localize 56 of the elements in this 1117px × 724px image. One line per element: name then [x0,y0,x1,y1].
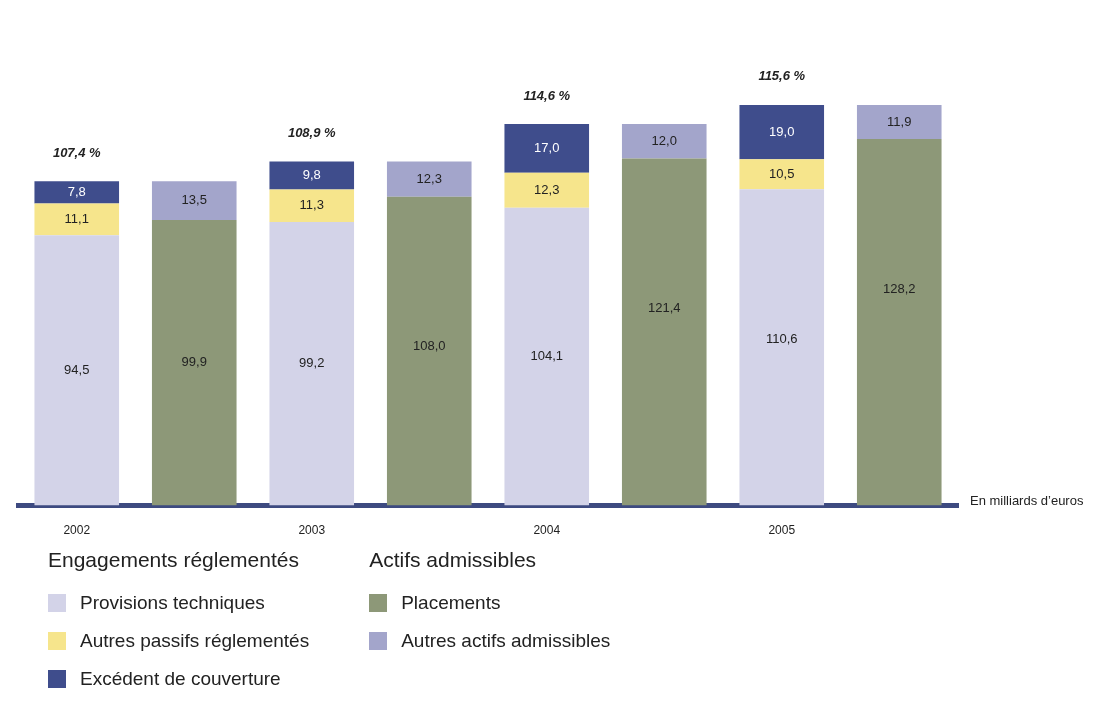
bar [386,161,472,197]
data-label: 12,3 [534,181,560,197]
data-label: 110,6 [765,330,798,346]
bar [269,221,355,506]
bar [386,196,472,506]
data-label: 12,0 [651,132,677,148]
bar [504,207,590,506]
text: En milliards d’euros [970,493,1084,509]
text: 114,6 % [523,87,571,103]
data-label: 94,5 [64,362,90,378]
data-label: 17,0 [534,139,560,155]
text: 115,6 % [758,68,806,84]
data-label: 121,4 [647,299,681,315]
bar [151,181,237,220]
legend-label: Provisions techniques [79,592,266,614]
bar [739,159,825,190]
bar [269,161,355,190]
data-label: 11,3 [299,197,324,213]
data-label: 13,5 [181,192,207,208]
bar [856,104,942,139]
bar [34,235,120,506]
bar [151,219,237,506]
bar [504,124,590,173]
data-label: 128,2 [882,280,916,296]
bar [504,172,590,208]
data-label: 12,3 [416,170,442,186]
data-label: 19,0 [769,123,795,139]
bar [34,181,120,204]
text: Actifs admissibles [369,548,537,571]
legend-label: Placements [400,592,502,614]
data-label: 99,2 [299,355,325,371]
data-label: 10,5 [769,165,795,181]
legend-label: Excédent de couverture [79,668,282,690]
bar [34,203,120,236]
data-label: 11,9 [887,113,912,129]
legend-label: Autres actifs admissibles [400,630,611,652]
legend-label: Autres passifs réglementés [79,630,310,652]
x-tick-label: 2003 [298,523,326,538]
x-tick-label: 2004 [533,523,561,538]
bar [621,124,707,159]
bar [739,189,825,506]
data-label: 11,1 [64,211,89,227]
bar [739,104,825,160]
data-label: 104,1 [530,348,564,364]
text: Engagements réglementés [48,548,299,571]
bar [856,138,942,506]
annotation: 107,4 % [52,144,102,160]
x-tick-label: 2002 [63,523,91,538]
bar [269,189,355,222]
annotation: 108,9 % [287,125,337,141]
data-label: 9,8 [302,167,321,183]
data-label: 99,9 [181,354,207,370]
data-label: 108,0 [412,338,446,354]
x-tick-label: 2005 [768,523,796,538]
data-label: 7,8 [67,184,86,200]
bar [621,158,707,506]
